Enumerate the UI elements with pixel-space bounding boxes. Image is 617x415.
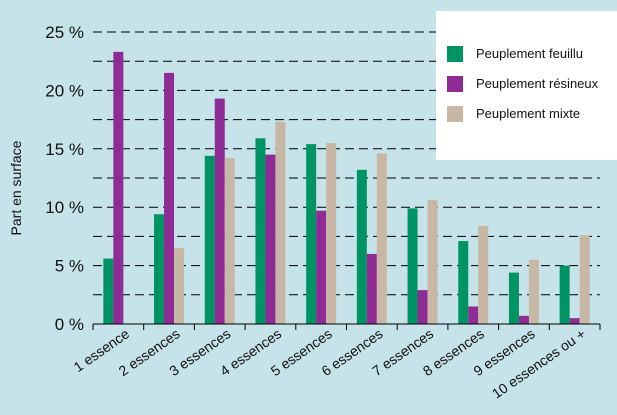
- legend-swatch: [447, 76, 463, 92]
- bar: [478, 225, 489, 324]
- legend-label: Peuplement feuillu: [476, 46, 583, 61]
- legend-swatch: [447, 46, 463, 62]
- legend-box: [436, 11, 617, 160]
- bar: [518, 315, 529, 324]
- y-tick-label: 5 %: [55, 257, 84, 276]
- bar: [306, 144, 317, 324]
- legend: Peuplement feuillu Peuplement résineux Peu…: [436, 11, 617, 160]
- bar: [214, 98, 225, 325]
- bars: [103, 51, 590, 325]
- bar: [316, 210, 327, 324]
- bar: [224, 158, 235, 324]
- bar: [356, 169, 367, 324]
- bar: [154, 214, 165, 324]
- y-tick-label: 25 %: [45, 23, 84, 42]
- legend-swatch: [447, 106, 463, 122]
- bar: [255, 138, 266, 324]
- bar: [376, 153, 387, 324]
- bar: [427, 200, 438, 324]
- bar: [204, 155, 215, 324]
- bar: [528, 259, 539, 324]
- legend-label: Peuplement mixte: [476, 106, 580, 121]
- bar: [265, 154, 276, 324]
- y-tick-label: 10 %: [45, 198, 84, 217]
- legend-label: Peuplement résineux: [476, 76, 599, 91]
- y-axis-label: Part en surface: [8, 140, 24, 235]
- bar: [366, 253, 377, 324]
- bar: [164, 72, 175, 324]
- x-tick-label: 10 essences ou +: [489, 325, 588, 401]
- bar: [559, 265, 570, 324]
- axes: [92, 323, 601, 330]
- bar: [275, 121, 286, 324]
- bar: [468, 306, 479, 324]
- y-tick-label: 0 %: [55, 315, 84, 334]
- bar: [174, 248, 185, 324]
- y-tick-labels: 0 % 5 % 10 % 15 % 20 % 25 %: [45, 23, 84, 334]
- bar: [326, 142, 337, 324]
- y-tick-label: 20 %: [45, 81, 84, 100]
- bar: [579, 235, 590, 324]
- bar: [103, 258, 114, 324]
- bar: [417, 290, 428, 324]
- bar: [113, 51, 124, 325]
- y-tick-label: 15 %: [45, 140, 84, 159]
- bar: [569, 318, 580, 324]
- bar: [407, 208, 418, 324]
- bar: [458, 241, 469, 324]
- bar: [508, 272, 519, 324]
